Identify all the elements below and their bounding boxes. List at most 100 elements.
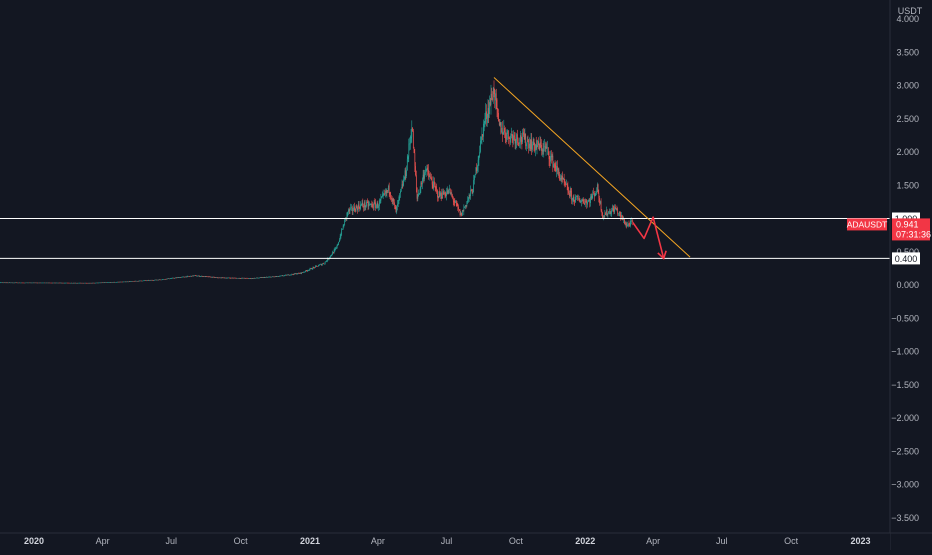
candle-body [535, 144, 536, 150]
candle-body [38, 283, 39, 284]
candle-body [76, 283, 77, 284]
candle-body [167, 279, 168, 280]
candle-body [532, 144, 533, 149]
candle-body [389, 186, 390, 193]
candle-body [419, 193, 420, 194]
candle-body [414, 153, 415, 166]
candle-body [555, 168, 556, 172]
candle-body [126, 282, 127, 283]
candle-body [251, 278, 252, 279]
projection-path[interactable] [633, 217, 664, 258]
candle-body [176, 278, 177, 279]
candle-body [289, 275, 290, 276]
candle-body [63, 283, 64, 284]
candle-body [212, 277, 213, 278]
candle-body [478, 160, 479, 166]
candle-body [231, 278, 232, 279]
candle-body [438, 197, 439, 198]
candle-body [99, 283, 100, 284]
candle-body [417, 197, 418, 199]
candle-body [298, 273, 299, 274]
candle-body [447, 191, 448, 193]
candle-body [606, 210, 607, 214]
candle-body [102, 282, 103, 283]
candle-body [146, 280, 147, 281]
candle-body [602, 213, 603, 218]
candle-body [405, 170, 406, 178]
candle-body [139, 281, 140, 282]
candle-body [628, 223, 629, 224]
candle-body [371, 204, 372, 205]
level-price-text: 0.400 [895, 254, 918, 264]
candle-body [273, 277, 274, 278]
candle-body [629, 224, 630, 226]
candle-body [121, 282, 122, 283]
candle-body [50, 283, 51, 284]
candle-body [570, 191, 571, 196]
candle-body [81, 283, 82, 284]
candle-body [590, 197, 591, 203]
candle-body [77, 283, 78, 284]
candle-body [62, 283, 63, 284]
candle-body [356, 206, 357, 211]
candle-body [191, 276, 192, 277]
candle-body [104, 282, 105, 283]
candle-body [466, 205, 467, 206]
candle-body [275, 276, 276, 277]
candle-body [632, 221, 633, 222]
candle-body [240, 278, 241, 279]
candle-body [497, 109, 498, 112]
candle-body [347, 213, 348, 218]
candle-body [195, 275, 196, 276]
candle-body [296, 274, 297, 275]
candle-body [112, 282, 113, 283]
candle-body [157, 280, 158, 281]
trendline[interactable] [494, 78, 690, 258]
candle-body [598, 184, 599, 193]
candle-body [307, 270, 308, 271]
candle-body [601, 211, 602, 213]
candle-body [194, 275, 195, 276]
candle-body [321, 264, 322, 265]
candle-body [343, 226, 344, 229]
candle-body [214, 277, 215, 278]
candle-body [497, 100, 498, 110]
candle-body [583, 200, 584, 201]
candle-body [520, 135, 521, 142]
candle-body [407, 159, 408, 170]
candle-body [519, 142, 520, 143]
candle-body [249, 278, 250, 279]
candle-body [74, 283, 75, 284]
candle-body [147, 280, 148, 281]
candle-body [154, 280, 155, 281]
candle-body [61, 283, 62, 284]
time-tick: Oct [234, 536, 249, 546]
price-axis[interactable]: USDT4.0003.5003.0002.5002.0001.5000.5000… [890, 0, 932, 550]
candle-body [577, 196, 578, 197]
candle-body [43, 283, 44, 284]
candle-body [267, 277, 268, 278]
candle-body [197, 276, 198, 277]
candle-body [561, 178, 562, 179]
candle-body [140, 281, 141, 282]
candle-body [608, 214, 609, 215]
candle-body [144, 280, 145, 281]
candle-body [600, 201, 601, 203]
candle-body [208, 277, 209, 278]
candle-body [357, 207, 358, 210]
candle-body [587, 202, 588, 205]
candle-body [605, 213, 606, 215]
candle-body [257, 278, 258, 279]
candle-body [193, 276, 194, 277]
candle-body [500, 122, 501, 132]
candle-body [111, 282, 112, 283]
candle-body [549, 152, 550, 159]
candle-body [615, 207, 616, 209]
candle-body [46, 283, 47, 284]
candle-body [95, 283, 96, 284]
candle-body [152, 280, 153, 281]
candle-body [421, 183, 422, 185]
